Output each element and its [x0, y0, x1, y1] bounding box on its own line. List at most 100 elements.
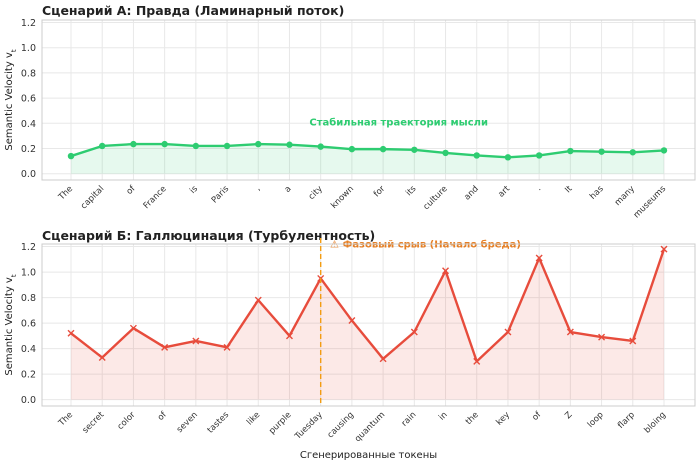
- data-point: [223, 142, 231, 150]
- data-point: [67, 152, 75, 160]
- x-tick-label: of: [156, 409, 170, 423]
- x-tick-label: rain: [400, 410, 419, 429]
- data-point: [254, 296, 262, 304]
- x-tick-label: museums: [632, 184, 669, 221]
- data-point: [285, 332, 293, 340]
- x-tick-label: The: [56, 184, 75, 203]
- y-tick-label: 0.6: [21, 94, 36, 105]
- x-tick-label: and: [462, 184, 480, 202]
- x-tick-label: causing: [326, 410, 356, 440]
- y-tick-label: 0.8: [21, 68, 36, 79]
- series-area-fill: [71, 144, 664, 174]
- y-tick-label: 1.2: [21, 18, 36, 29]
- y-tick-label: 1.0: [21, 268, 36, 279]
- data-point: [67, 329, 75, 337]
- y-tick-label: 0.2: [21, 370, 36, 381]
- x-tick-label: Z: [563, 410, 574, 421]
- data-point-stroke: [473, 357, 481, 365]
- x-tick-label: .: [534, 184, 543, 193]
- x-tick-label: The: [56, 410, 75, 429]
- data-point: [98, 354, 106, 362]
- y-tick-label: 0.4: [21, 344, 36, 355]
- x-tick-label: Tuesday: [293, 410, 325, 442]
- data-point-stroke: [598, 333, 606, 341]
- data-point-stroke: [410, 328, 418, 336]
- data-point: [286, 141, 293, 148]
- x-tick-label: the: [464, 410, 481, 427]
- data-point: [567, 147, 574, 155]
- y-tick-label: 0.6: [21, 319, 36, 330]
- data-point: [442, 267, 450, 275]
- x-tick-label: like: [245, 410, 262, 427]
- series-line: [70, 248, 666, 363]
- data-point: [255, 140, 262, 148]
- y-tick-label: 1.2: [21, 242, 36, 253]
- y-axis-label: Semantic Velocity vt: [4, 274, 18, 375]
- data-point: [473, 152, 480, 159]
- x-tick-label: It: [563, 184, 575, 196]
- data-point-stroke: [285, 332, 293, 340]
- data-point-stroke: [379, 355, 387, 363]
- x-tick-label: in: [437, 410, 450, 423]
- x-tick-label: of: [125, 183, 139, 197]
- x-tick-label: key: [494, 410, 512, 428]
- y-axis-label-subscript: t: [10, 274, 18, 277]
- data-point-stroke: [535, 254, 543, 262]
- data-point: [130, 140, 137, 148]
- data-point: [192, 142, 200, 150]
- y-tick-label: 0.8: [21, 293, 36, 304]
- data-point: [660, 147, 668, 154]
- data-point-stroke: [223, 343, 231, 351]
- x-tick-label: art: [496, 184, 512, 200]
- data-point: [99, 142, 106, 150]
- x-tick-label: color: [116, 410, 138, 432]
- x-tick-label: bloing: [643, 410, 669, 436]
- data-point: [566, 328, 574, 336]
- x-tick-label: of: [530, 409, 544, 423]
- series-line: [70, 142, 665, 159]
- data-point: [192, 337, 200, 345]
- y-tick-label: 1.0: [21, 43, 36, 54]
- x-tick-label: ,: [253, 184, 262, 193]
- data-point: [410, 328, 418, 336]
- data-point-stroke: [161, 343, 169, 351]
- data-point: [629, 337, 637, 345]
- x-tick-label: a: [283, 184, 294, 195]
- data-point: [348, 145, 356, 153]
- data-point: [161, 343, 169, 351]
- data-point: [411, 146, 418, 153]
- series-area-fill: [71, 249, 664, 400]
- x-tick-label: many: [613, 184, 637, 208]
- data-point-stroke: [566, 328, 574, 336]
- x-tick-label: capital: [79, 184, 106, 211]
- data-point-stroke: [660, 245, 668, 253]
- y-tick-label: 0.4: [21, 119, 36, 130]
- data-point: [535, 254, 543, 262]
- data-point: [504, 328, 512, 336]
- x-tick-label: quantum: [353, 410, 387, 444]
- x-axis-label: Сгенерированные токены: [300, 450, 437, 461]
- data-point: [161, 140, 168, 148]
- data-point-stroke: [192, 337, 200, 345]
- data-point: [129, 324, 137, 332]
- chart-panel-truth: Сценарий А: Правда (Ламинарный поток) 0.0…: [4, 3, 696, 221]
- x-tick-label: seven: [175, 410, 200, 435]
- x-tick-label: culture: [422, 184, 450, 212]
- data-point: [379, 355, 387, 363]
- data-point-stroke: [129, 324, 137, 332]
- x-tick-label: loop: [586, 410, 606, 430]
- chart-annotation: Стабильная траектория мысли: [309, 117, 488, 129]
- data-point: [535, 152, 543, 159]
- x-tick-label: has: [588, 184, 606, 202]
- data-point: [660, 245, 668, 253]
- data-point-stroke: [442, 267, 450, 275]
- x-tick-label: city: [307, 184, 325, 202]
- x-tick-label: tastes: [206, 410, 232, 436]
- y-tick-label: 0.0: [21, 395, 36, 406]
- data-point-stroke: [254, 296, 262, 304]
- chart-title: Сценарий А: Правда (Ламинарный поток): [42, 3, 344, 18]
- x-tick-label: is: [188, 184, 200, 196]
- plot-frame: [41, 19, 696, 181]
- x-tick-label: known: [329, 184, 356, 211]
